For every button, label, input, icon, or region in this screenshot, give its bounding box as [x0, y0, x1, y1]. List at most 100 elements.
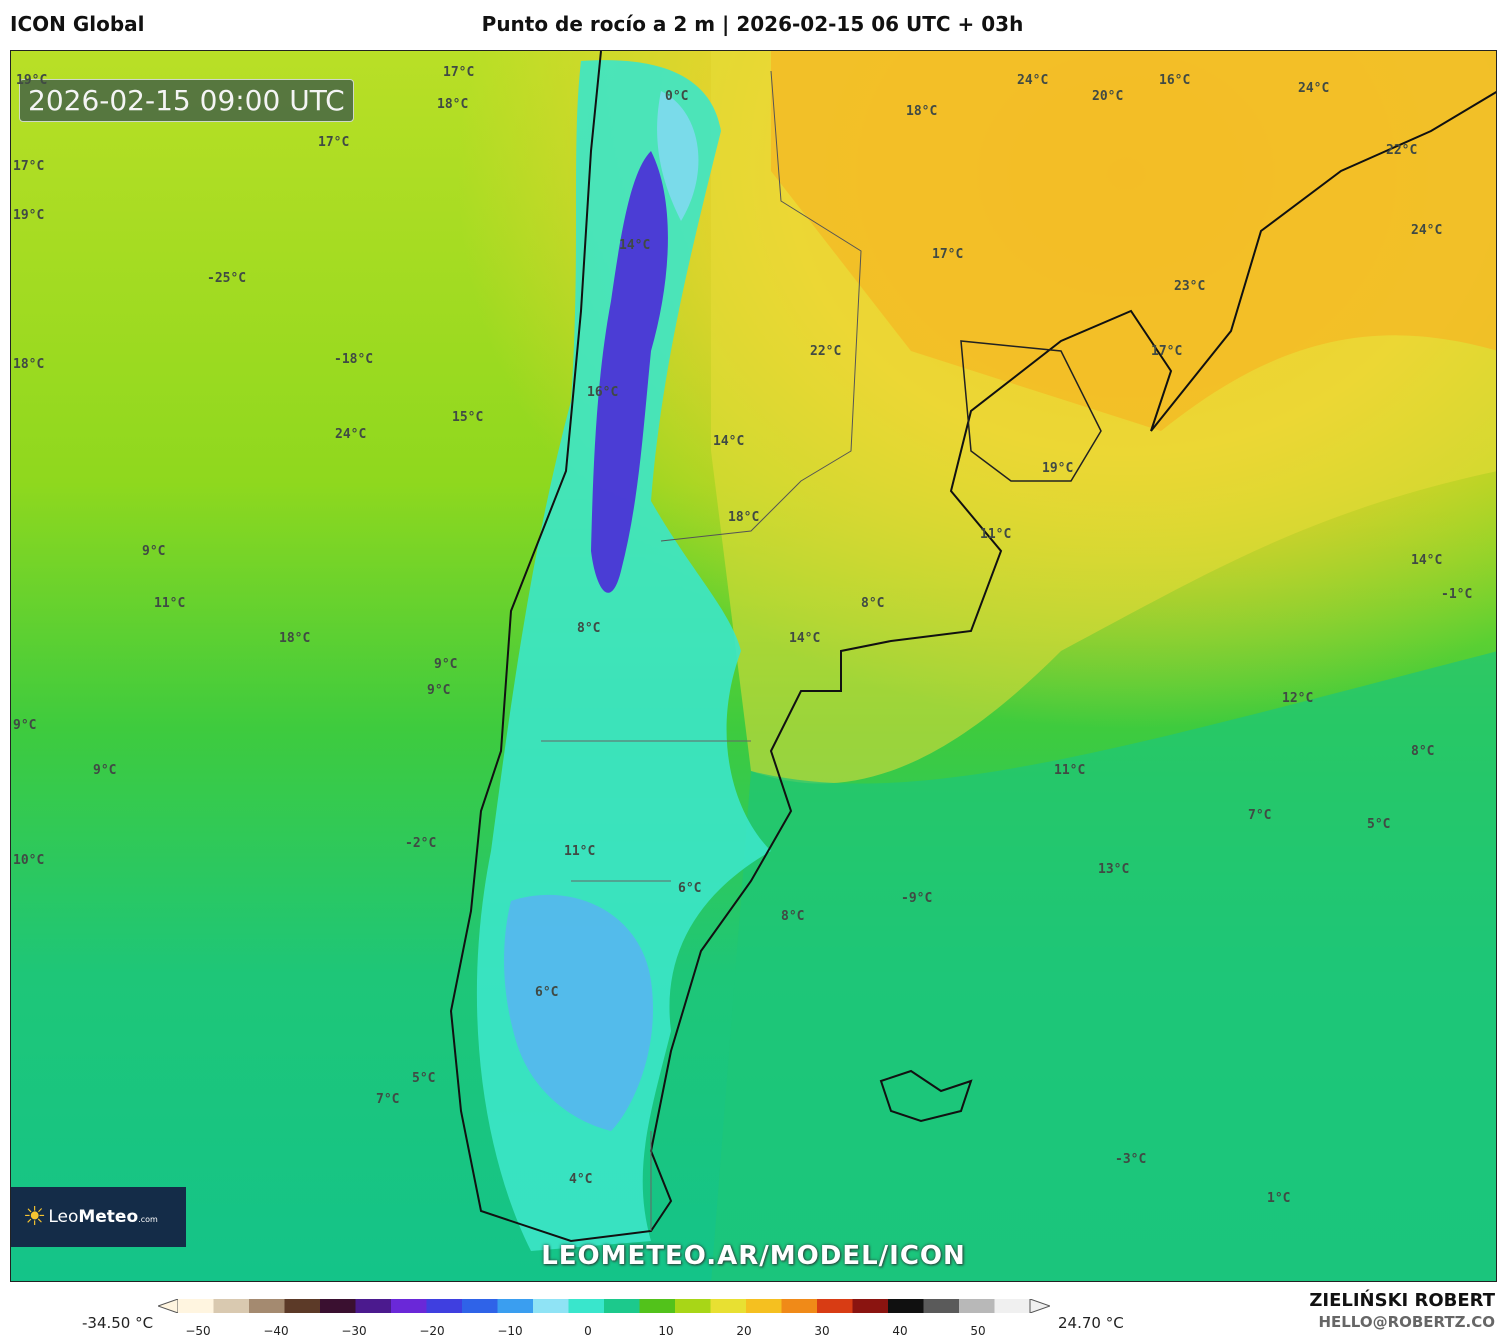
- colorbar-tick-label: 10: [658, 1324, 674, 1338]
- author-name: ZIELIŃSKI ROBERT: [1309, 1290, 1495, 1311]
- province-border: [660, 70, 862, 542]
- temperature-label: 17°C: [443, 65, 475, 80]
- temperature-label: 0°C: [665, 89, 689, 104]
- temperature-label: 14°C: [1411, 553, 1443, 568]
- colorbar-segment: [391, 1299, 427, 1313]
- map-title: Punto de rocío a 2 m | 2026-02-15 06 UTC…: [481, 12, 1024, 36]
- temperature-label: 13°C: [1098, 862, 1130, 877]
- temperature-label: 12°C: [1282, 691, 1314, 706]
- temperature-label: 9°C: [93, 763, 117, 778]
- temperature-label: 9°C: [13, 718, 37, 733]
- temperature-label: -3°C: [1115, 1152, 1147, 1167]
- colorbar-segment: [746, 1299, 782, 1313]
- model-name: ICON Global: [10, 12, 145, 36]
- temperature-label: -18°C: [334, 352, 374, 367]
- colorbar-tick-label: 50: [970, 1324, 986, 1338]
- temperature-label: 14°C: [619, 238, 651, 253]
- temperature-label: -9°C: [901, 891, 933, 906]
- scale-max-label: 24.70 °C: [1058, 1314, 1124, 1332]
- temperature-label: 5°C: [1367, 817, 1391, 832]
- colorbar-segment: [213, 1299, 250, 1313]
- colorbar-tick-label: −10: [497, 1324, 523, 1338]
- temperature-label: 11°C: [1054, 763, 1086, 778]
- valid-time-badge: 2026-02-15 09:00 UTC: [19, 79, 354, 122]
- sun-icon: ☀: [23, 1202, 47, 1232]
- colorbar-tick-label: 20: [736, 1324, 752, 1338]
- temperature-label: 11°C: [980, 527, 1012, 542]
- andes-north-cold: [657, 91, 699, 221]
- colorbar-segment: [781, 1299, 818, 1313]
- temperature-label: 16°C: [587, 385, 619, 400]
- colorbar-tick-label: 40: [892, 1324, 908, 1338]
- temperature-label: 8°C: [1411, 744, 1435, 759]
- temperature-label: 23°C: [1174, 279, 1206, 294]
- colorbar-segment: [888, 1299, 924, 1313]
- atlantic-green: [711, 651, 1496, 1281]
- colorbar-segment: [994, 1299, 1031, 1313]
- temperature-label: 10°C: [13, 853, 45, 868]
- temperature-label: 18°C: [728, 510, 760, 525]
- leometeo-logo[interactable]: ☀ LeoMeteo.com: [11, 1187, 186, 1247]
- temperature-label: 19°C: [13, 208, 45, 223]
- coastline: [449, 51, 1496, 1243]
- andes-cold-core: [591, 151, 668, 593]
- temperature-label: 15°C: [452, 410, 484, 425]
- colorbar-segment: [284, 1299, 321, 1313]
- colorbar-segment: [675, 1299, 711, 1313]
- temperature-label: 9°C: [434, 657, 458, 672]
- colorbar-segment: [923, 1299, 960, 1313]
- colorbar-segment: [178, 1299, 214, 1313]
- colorbar-arrow-right: [1029, 1299, 1050, 1313]
- uruguay-border: [960, 340, 1102, 482]
- colorbar-tick-label: −40: [263, 1324, 289, 1338]
- orange-region: [771, 51, 1496, 431]
- colorbar-arrow-left: [158, 1299, 179, 1313]
- temperature-label: 22°C: [810, 344, 842, 359]
- temperature-label: 11°C: [564, 844, 596, 859]
- temperature-label: 16°C: [1159, 73, 1191, 88]
- temperature-label: 7°C: [376, 1092, 400, 1107]
- temperature-label: 8°C: [781, 909, 805, 924]
- temperature-label: 24°C: [1017, 73, 1049, 88]
- temperature-label: 7°C: [1248, 808, 1272, 823]
- falkland-islands: [879, 1069, 973, 1123]
- logo-text: LeoMeteo.com: [48, 1207, 158, 1227]
- colorbar-segment: [710, 1299, 747, 1313]
- temperature-label: 17°C: [318, 135, 350, 150]
- colorbar-tick-label: 30: [814, 1324, 830, 1338]
- colorbar-segment: [817, 1299, 853, 1313]
- map-canvas: [11, 51, 1496, 1281]
- colorbar-segment: [426, 1299, 463, 1313]
- colorbar-segment: [604, 1299, 640, 1313]
- colorbar-tick-label: 0: [584, 1324, 592, 1338]
- temperature-label: 4°C: [569, 1172, 593, 1187]
- temperature-label: 1°C: [1267, 1191, 1291, 1206]
- temperature-label: 19°C: [16, 73, 48, 88]
- watermark-url: LEOMETEO.AR/MODEL/ICON: [541, 1241, 966, 1271]
- colorbar-tick-label: −30: [341, 1324, 367, 1338]
- colorbar: [158, 1299, 1050, 1313]
- temperature-label: 18°C: [13, 357, 45, 372]
- colorbar-tick-label: −50: [185, 1324, 211, 1338]
- colorbar-segment: [959, 1299, 995, 1313]
- colorbar-segment: [462, 1299, 498, 1313]
- temperature-label: 6°C: [535, 985, 559, 1000]
- temperature-label: -1°C: [1441, 587, 1473, 602]
- temperature-label: 17°C: [1151, 344, 1183, 359]
- temperature-label: 11°C: [154, 596, 186, 611]
- colorbar-segment: [497, 1299, 534, 1313]
- temperature-label: 24°C: [1411, 223, 1443, 238]
- temperature-label: 17°C: [13, 159, 45, 174]
- dewpoint-map: 2026-02-15 09:00 UTC 19°C 17°C 18°C 0°C 17°C…: [10, 50, 1497, 1282]
- temperature-label: 18°C: [437, 97, 469, 112]
- temperature-label: 19°C: [1042, 461, 1074, 476]
- colorbar-segment: [355, 1299, 392, 1313]
- temperature-label: 22°C: [1386, 143, 1418, 158]
- temperature-label: 14°C: [789, 631, 821, 646]
- colorbar-segment: [639, 1299, 676, 1313]
- author-email: HELLO@ROBERTZ.CO: [1318, 1313, 1495, 1331]
- temperature-label: 18°C: [906, 104, 938, 119]
- south-blue-patch: [504, 894, 653, 1131]
- temperature-label: -2°C: [405, 836, 437, 851]
- temperature-label: 24°C: [1298, 81, 1330, 96]
